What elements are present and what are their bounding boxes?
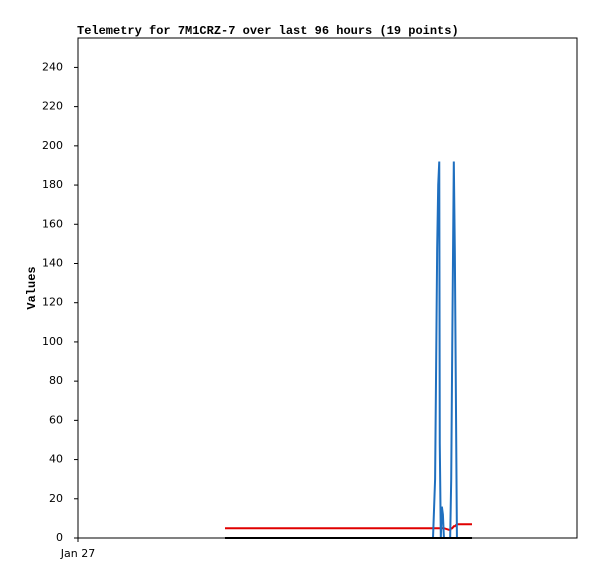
y-tick-label: 220: [42, 100, 63, 113]
series-line: [224, 161, 473, 539]
series-line: [224, 523, 473, 532]
y-tick-label: 0: [56, 531, 63, 544]
y-tick-label: 100: [42, 335, 63, 348]
y-tick-label: 20: [49, 492, 63, 505]
y-tick-label: 180: [42, 178, 63, 191]
y-axis-label: Values: [25, 266, 39, 309]
y-tick-label: 240: [42, 60, 63, 73]
y-tick-label: 120: [42, 296, 63, 309]
y-tick-label: 80: [49, 374, 63, 387]
plot-frame: [77, 37, 578, 539]
y-tick-label: 200: [42, 139, 63, 152]
x-tick-label: Jan 27: [60, 547, 95, 560]
chart-title: Telemetry for 7M1CRZ-7 over last 96 hour…: [77, 24, 459, 38]
y-tick-label: 140: [42, 256, 63, 269]
y-tick-label: 40: [49, 453, 63, 466]
y-tick-label: 60: [49, 413, 63, 426]
y-tick-label: 160: [42, 217, 63, 230]
